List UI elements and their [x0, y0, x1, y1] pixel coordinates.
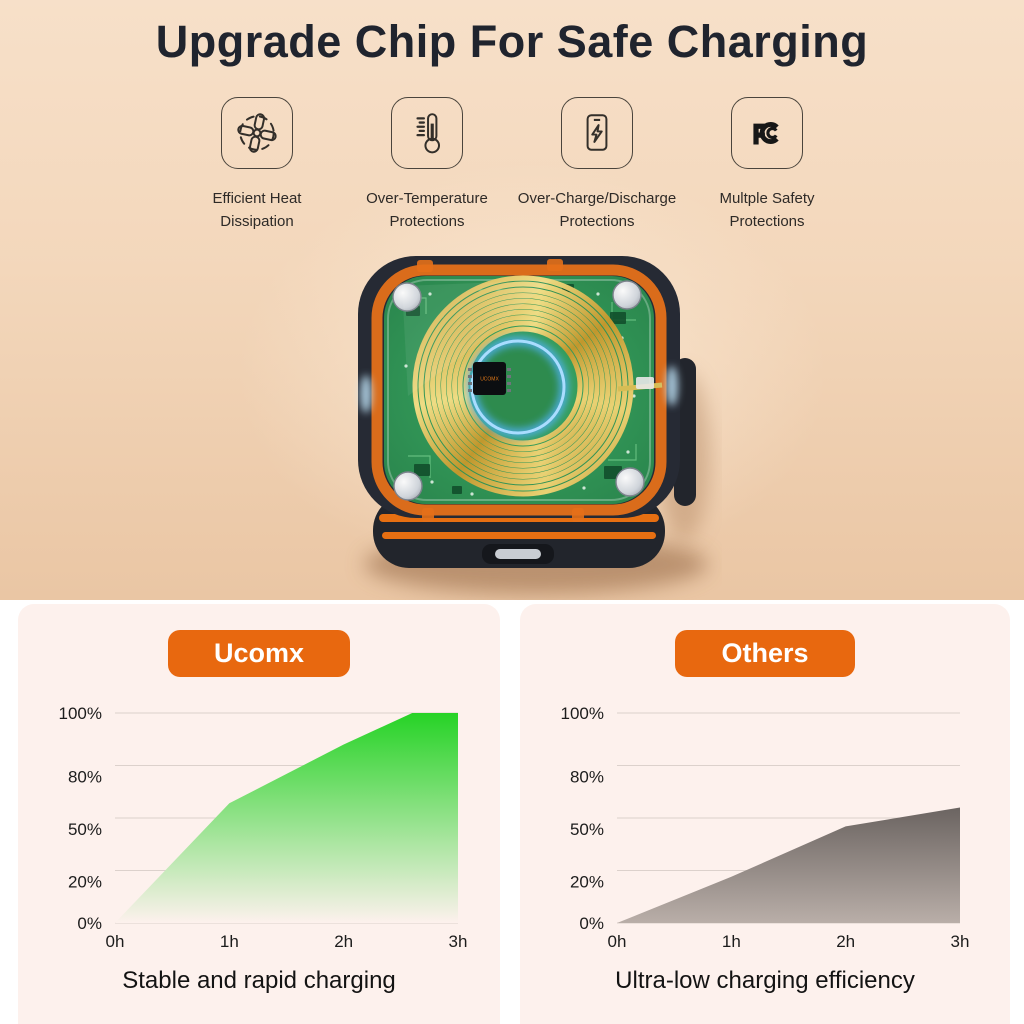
svg-text:80%: 80%: [570, 768, 604, 787]
thermometer-icon: [391, 97, 463, 169]
others-badge: Others: [675, 630, 855, 677]
svg-text:2h: 2h: [836, 932, 855, 951]
svg-text:0h: 0h: [608, 932, 627, 951]
svg-text:2h: 2h: [334, 932, 353, 951]
svg-text:1h: 1h: [220, 932, 239, 951]
svg-text:1h: 1h: [722, 932, 741, 951]
svg-text:0%: 0%: [77, 914, 102, 933]
ucomx-chart-caption: Stable and rapid charging: [122, 967, 396, 994]
fan-icon: [221, 97, 293, 169]
svg-text:3h: 3h: [951, 932, 970, 951]
feature-label: Multple Safety Protections: [719, 190, 815, 230]
phone-charge-icon: [561, 97, 633, 169]
feature-multiple-safety: Multple Safety Protections: [682, 97, 852, 233]
ucomx-charging-chart: 100% 80% 50% 20% 0%0h 1h 2h 3h: [59, 704, 468, 951]
feature-label: Over-Temperature Protections: [366, 190, 488, 230]
svg-text:20%: 20%: [570, 873, 604, 892]
others-chart-caption: Ultra-low charging efficiency: [615, 967, 915, 994]
svg-text:0%: 0%: [579, 914, 604, 933]
svg-text:100%: 100%: [561, 704, 604, 723]
wireless-charger-product-image: UCOMX: [358, 256, 710, 594]
ucomx-chart-panel: Ucomx 100% 80% 50% 20% 0% 0h 1h 2h 3h Stable and…: [18, 604, 500, 1024]
hero-section: Upgrade Chip For Safe Charging Efficient…: [0, 0, 1024, 600]
svg-text:80%: 80%: [68, 768, 102, 787]
feature-heat-dissipation: Efficient Heat Dissipation: [172, 97, 342, 233]
svg-text:50%: 50%: [68, 820, 102, 839]
fcc-icon: [731, 97, 803, 169]
svg-text:100%: 100%: [59, 704, 102, 723]
feature-row: Efficient Heat Dissipation Over: [0, 97, 1024, 233]
others-chart-panel: Others 100% 80% 50% 20% 0% 0h 1h 2h 3h Ultra-low…: [520, 604, 1010, 1024]
feature-label: Over-Charge/Discharge Protections: [517, 190, 677, 230]
svg-text:3h: 3h: [449, 932, 468, 951]
others-charging-chart: 100% 80% 50% 20% 0%0h 1h 2h 3h: [561, 704, 970, 951]
feature-over-temperature: Over-Temperature Protections: [342, 97, 512, 233]
ucomx-badge: Ucomx: [167, 630, 351, 677]
page-title: Upgrade Chip For Safe Charging: [155, 16, 869, 67]
chip-label: UCOMX: [480, 377, 499, 383]
feature-over-charge: Over-Charge/Discharge Protections: [512, 97, 682, 233]
svg-text:0h: 0h: [106, 932, 125, 951]
svg-text:50%: 50%: [570, 820, 604, 839]
feature-label: Efficient Heat Dissipation: [212, 190, 302, 230]
svg-text:20%: 20%: [68, 873, 102, 892]
